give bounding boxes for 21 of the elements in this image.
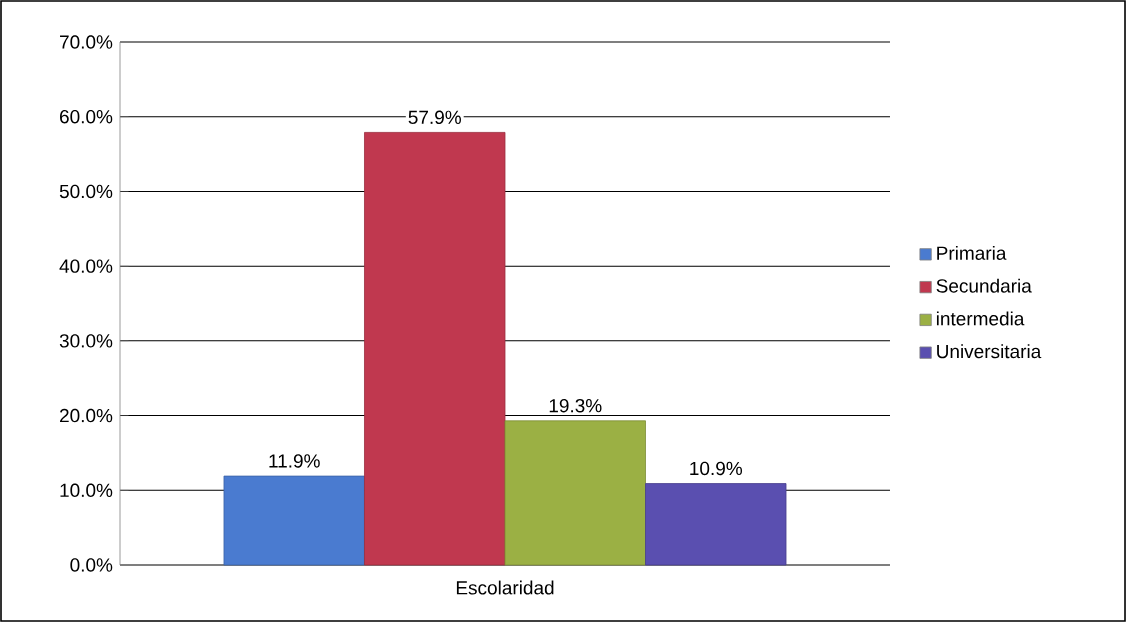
bar: [645, 483, 787, 566]
data-label: 19.3%: [549, 398, 602, 413]
y-tick-label: 50.0%: [59, 184, 113, 199]
data-label: 57.9%: [408, 110, 461, 125]
legend-label: Secundaria: [936, 278, 1032, 293]
bar: [364, 132, 506, 566]
legend-label: Primaria: [937, 245, 1007, 260]
bar: [223, 475, 365, 566]
y-tick-label: 0.0%: [70, 558, 113, 572]
bar: [504, 420, 646, 566]
data-label: 10.9%: [690, 461, 743, 476]
y-tick-label: 60.0%: [60, 109, 113, 124]
legend-label: intermedia: [936, 311, 1025, 326]
data-label: 11.9%: [269, 454, 320, 468]
y-tick-label: 40.0%: [59, 259, 113, 273]
y-tick-label: 30.0%: [59, 334, 113, 348]
y-tick-label: 70.0%: [60, 35, 113, 49]
x-tick-label: Escolaridad: [456, 580, 554, 595]
legend-label: Universitaria: [937, 344, 1042, 359]
y-tick-label: 10.0%: [60, 483, 113, 498]
y-tick-label: 20.0%: [60, 408, 113, 423]
